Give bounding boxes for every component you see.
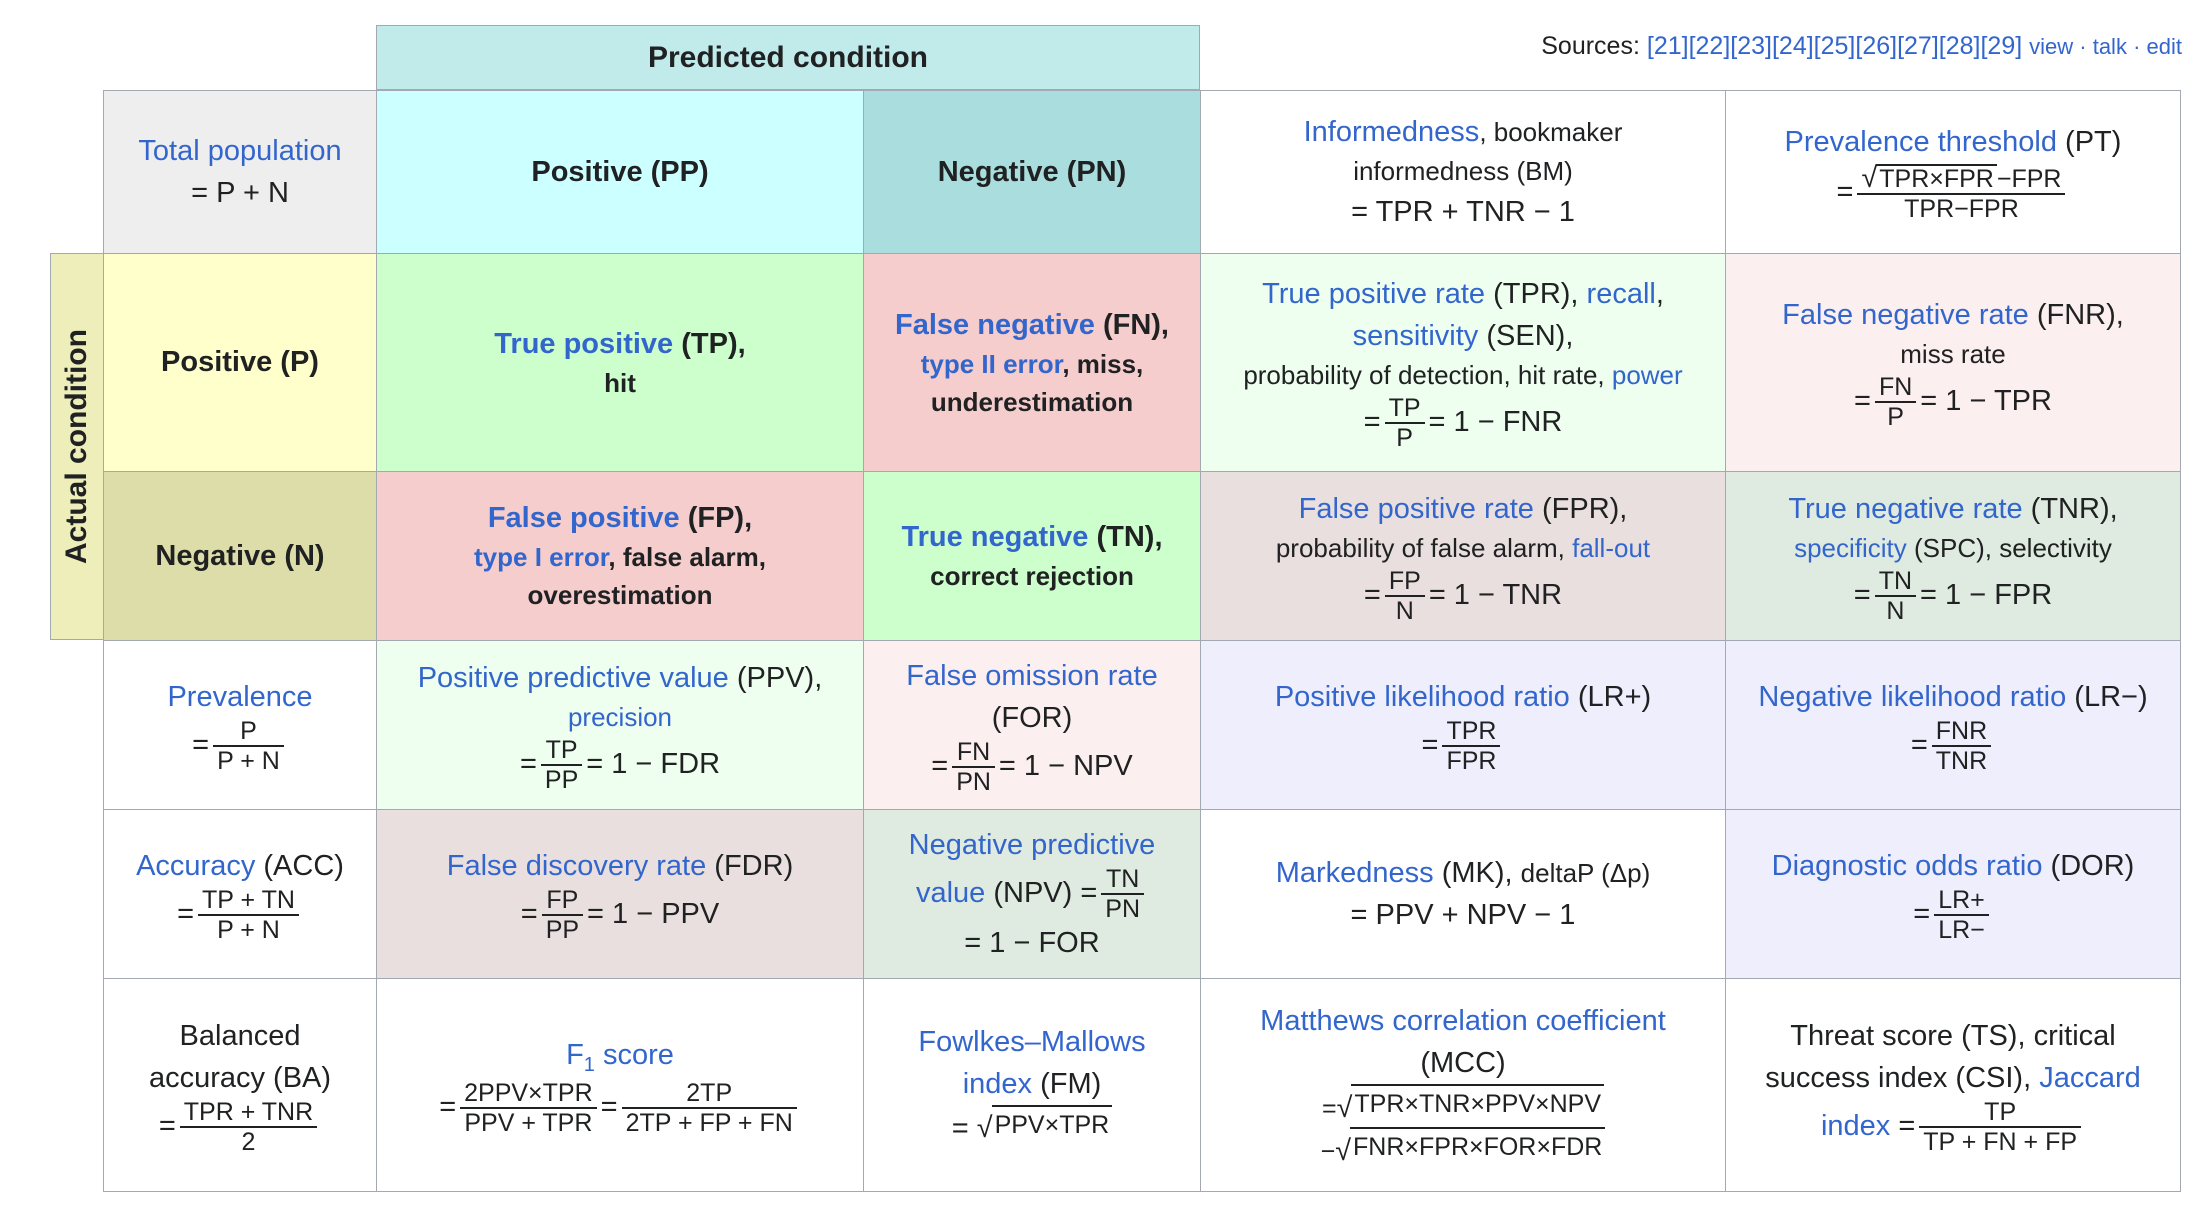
false-negative-cell: False negative (FN), type II error, miss…	[863, 253, 1201, 472]
ppv-formula: = TP PP = 1 − FDR	[519, 735, 721, 794]
negative-n-cell: Negative (N)	[103, 471, 377, 641]
mcc-link[interactable]: Matthews correlation coefficient	[1260, 1005, 1666, 1038]
for-link[interactable]: False omission rate	[906, 659, 1158, 692]
fpr-formula: = FP N = 1 − TNR	[1363, 566, 1563, 625]
for-cell: False omission rate (FOR) = FN PN = 1 − NPV	[863, 640, 1201, 810]
talk-link[interactable]: talk	[2092, 34, 2127, 59]
edit-link[interactable]: edit	[2146, 34, 2182, 59]
informedness-formula: = TPR + TNR − 1	[1351, 195, 1575, 228]
tpr-formula: = TP P = 1 − FNR	[1363, 394, 1563, 453]
threat-score-cell: Threat score (TS), critical success inde…	[1725, 978, 2181, 1192]
mcc-formula-2: − √ FNR×FPR×FOR×FDR	[1321, 1127, 1606, 1170]
prevalence-threshold-formula: = √ TPR×FPR −FPR TPR−FPR	[1837, 163, 2070, 223]
prevalence-formula: = P P + N	[192, 718, 288, 775]
false-negative-link[interactable]: False negative	[895, 308, 1095, 341]
positive-pp-cell: Positive (PP)	[376, 90, 864, 254]
fdr-formula: = FP PP = 1 − PPV	[520, 885, 720, 945]
informedness-cell: Informedness, bookmaker informedness (BM…	[1200, 90, 1726, 254]
prevalence-link[interactable]: Prevalence	[167, 680, 313, 713]
fm-formula: = √ PPV×TPR	[952, 1104, 1113, 1150]
accuracy-formula: = TP + TN P + N	[177, 887, 303, 944]
accuracy-cell: Accuracy (ACC) = TP + TN P + N	[103, 809, 377, 979]
fnr-cell: False negative rate (FNR), miss rate = FN…	[1725, 253, 2181, 472]
dor-cell: Diagnostic odds ratio (DOR) = LR+ LR−	[1725, 809, 2181, 979]
mcc-cell: Matthews correlation coefficient (MCC) =…	[1200, 978, 1726, 1192]
f1-score-cell: F1 score = 2PPV×TPR PPV + TPR = 2TP 2TP + FP …	[376, 978, 864, 1192]
fnr-formula: = FN P = 1 − TPR	[1854, 373, 2052, 432]
npv-link[interactable]: Negative predictive	[908, 828, 1156, 861]
prevalence-cell: Prevalence = P P + N	[103, 640, 377, 810]
view-link[interactable]: view	[2029, 34, 2074, 59]
tpr-link[interactable]: True positive rate	[1262, 278, 1486, 311]
recall-link[interactable]: recall	[1586, 278, 1656, 311]
false-positive-link[interactable]: False positive	[487, 502, 680, 535]
predicted-condition-header: Predicted condition	[376, 25, 1200, 90]
total-population-cell: Total population = P + N	[103, 90, 377, 254]
tpr-cell: True positive rate (TPR), recall, sensit…	[1200, 253, 1726, 472]
sources-refs[interactable]: [21][22][23][24][25][26][27][28][29]	[1646, 32, 2023, 60]
jaccard-index-link[interactable]: index	[1820, 1109, 1891, 1142]
ppv-cell: Positive predictive value (PPV), precisi…	[376, 640, 864, 810]
fnr-link[interactable]: False negative rate	[1782, 299, 2029, 332]
true-positive-cell: True positive (TP), hit	[376, 253, 864, 472]
jaccard-link[interactable]: Jaccard	[2039, 1061, 2141, 1094]
prevalence-threshold-cell: Prevalence threshold (PT) = √ TPR×FPR −FPR T…	[1725, 90, 2181, 254]
lr-minus-formula: = FNR TNR	[1911, 718, 1995, 775]
fdr-cell: False discovery rate (FDR) = FP PP = 1 − PP…	[376, 809, 864, 979]
balanced-accuracy-cell: Balanced accuracy (BA) = TPR + TNR 2	[103, 978, 377, 1192]
npv-link-2[interactable]: value	[915, 876, 986, 909]
fowlkes-mallows-link-2[interactable]: index	[962, 1067, 1033, 1100]
fpr-cell: False positive rate (FPR), probability o…	[1200, 471, 1726, 641]
lr-minus-link[interactable]: Negative likelihood ratio	[1758, 680, 2067, 713]
sources-line: Sources: [21][22][23][24][25][26][27][28…	[1541, 32, 2182, 60]
fpr-link[interactable]: False positive rate	[1298, 492, 1534, 525]
dor-formula: = LR+ LR−	[1913, 887, 1993, 944]
prevalence-threshold-link[interactable]: Prevalence threshold	[1784, 126, 2057, 159]
type-ii-error-link[interactable]: type II error	[920, 348, 1063, 379]
tnr-formula: = TN N = 1 − FPR	[1853, 566, 2053, 625]
type-i-error-link[interactable]: type I error	[474, 542, 609, 573]
sensitivity-link[interactable]: sensitivity	[1352, 320, 1479, 353]
power-link[interactable]: power	[1611, 360, 1683, 391]
true-positive-link[interactable]: True positive	[494, 327, 674, 360]
for-formula: = FN PN = 1 − NPV	[931, 737, 1133, 797]
true-negative-link[interactable]: True negative	[901, 521, 1089, 554]
fowlkes-mallows-link[interactable]: Fowlkes–Mallows	[918, 1025, 1146, 1058]
dor-link[interactable]: Diagnostic odds ratio	[1771, 849, 2043, 882]
markedness-formula: = PPV + NPV − 1	[1350, 899, 1576, 931]
positive-p-cell: Positive (P)	[103, 253, 377, 472]
balanced-accuracy-formula: = TPR + TNR 2	[159, 1099, 321, 1156]
true-negative-cell: True negative (TN), correct rejection	[863, 471, 1201, 641]
lr-plus-link[interactable]: Positive likelihood ratio	[1274, 680, 1570, 713]
precision-link[interactable]: precision	[567, 701, 673, 732]
fowlkes-mallows-cell: Fowlkes–Mallows index (FM) = √ PPV×TPR	[863, 978, 1201, 1192]
specificity-link[interactable]: specificity	[1794, 532, 1907, 563]
f1-score-link[interactable]: F1 score	[566, 1038, 674, 1076]
fall-out-link[interactable]: fall-out	[1572, 532, 1651, 563]
markedness-cell: Markedness (MK), deltaP (Δp) = PPV + NPV…	[1200, 809, 1726, 979]
negative-pn-cell: Negative (PN)	[863, 90, 1201, 254]
total-population-formula: = P + N	[191, 177, 289, 209]
lr-minus-cell: Negative likelihood ratio (LR−) = FNR TNR	[1725, 640, 2181, 810]
tnr-link[interactable]: True negative rate	[1788, 492, 2023, 525]
informedness-link[interactable]: Informedness	[1303, 116, 1480, 149]
npv-cell: Negative predictive value (NPV) = TN PN = …	[863, 809, 1201, 979]
sources-label: Sources:	[1541, 32, 1640, 60]
total-population-link[interactable]: Total population	[138, 134, 342, 167]
tnr-cell: True negative rate (TNR), specificity (S…	[1725, 471, 2181, 641]
lr-plus-cell: Positive likelihood ratio (LR+) = TPR FPR	[1200, 640, 1726, 810]
actual-condition-header: Actual condition	[50, 253, 104, 640]
false-positive-cell: False positive (FP), type I error, false…	[376, 471, 864, 641]
fdr-link[interactable]: False discovery rate	[446, 849, 707, 882]
f1-formula: = 2PPV×TPR PPV + TPR = 2TP 2TP + FP + FN	[439, 1079, 801, 1137]
accuracy-link[interactable]: Accuracy	[136, 849, 256, 882]
mcc-formula-1: = √ TPR×TNR×PPV×NPV	[1322, 1084, 1604, 1127]
markedness-link[interactable]: Markedness	[1275, 856, 1434, 889]
ppv-link[interactable]: Positive predictive value	[417, 661, 729, 694]
lr-plus-formula: = TPR FPR	[1422, 718, 1505, 775]
